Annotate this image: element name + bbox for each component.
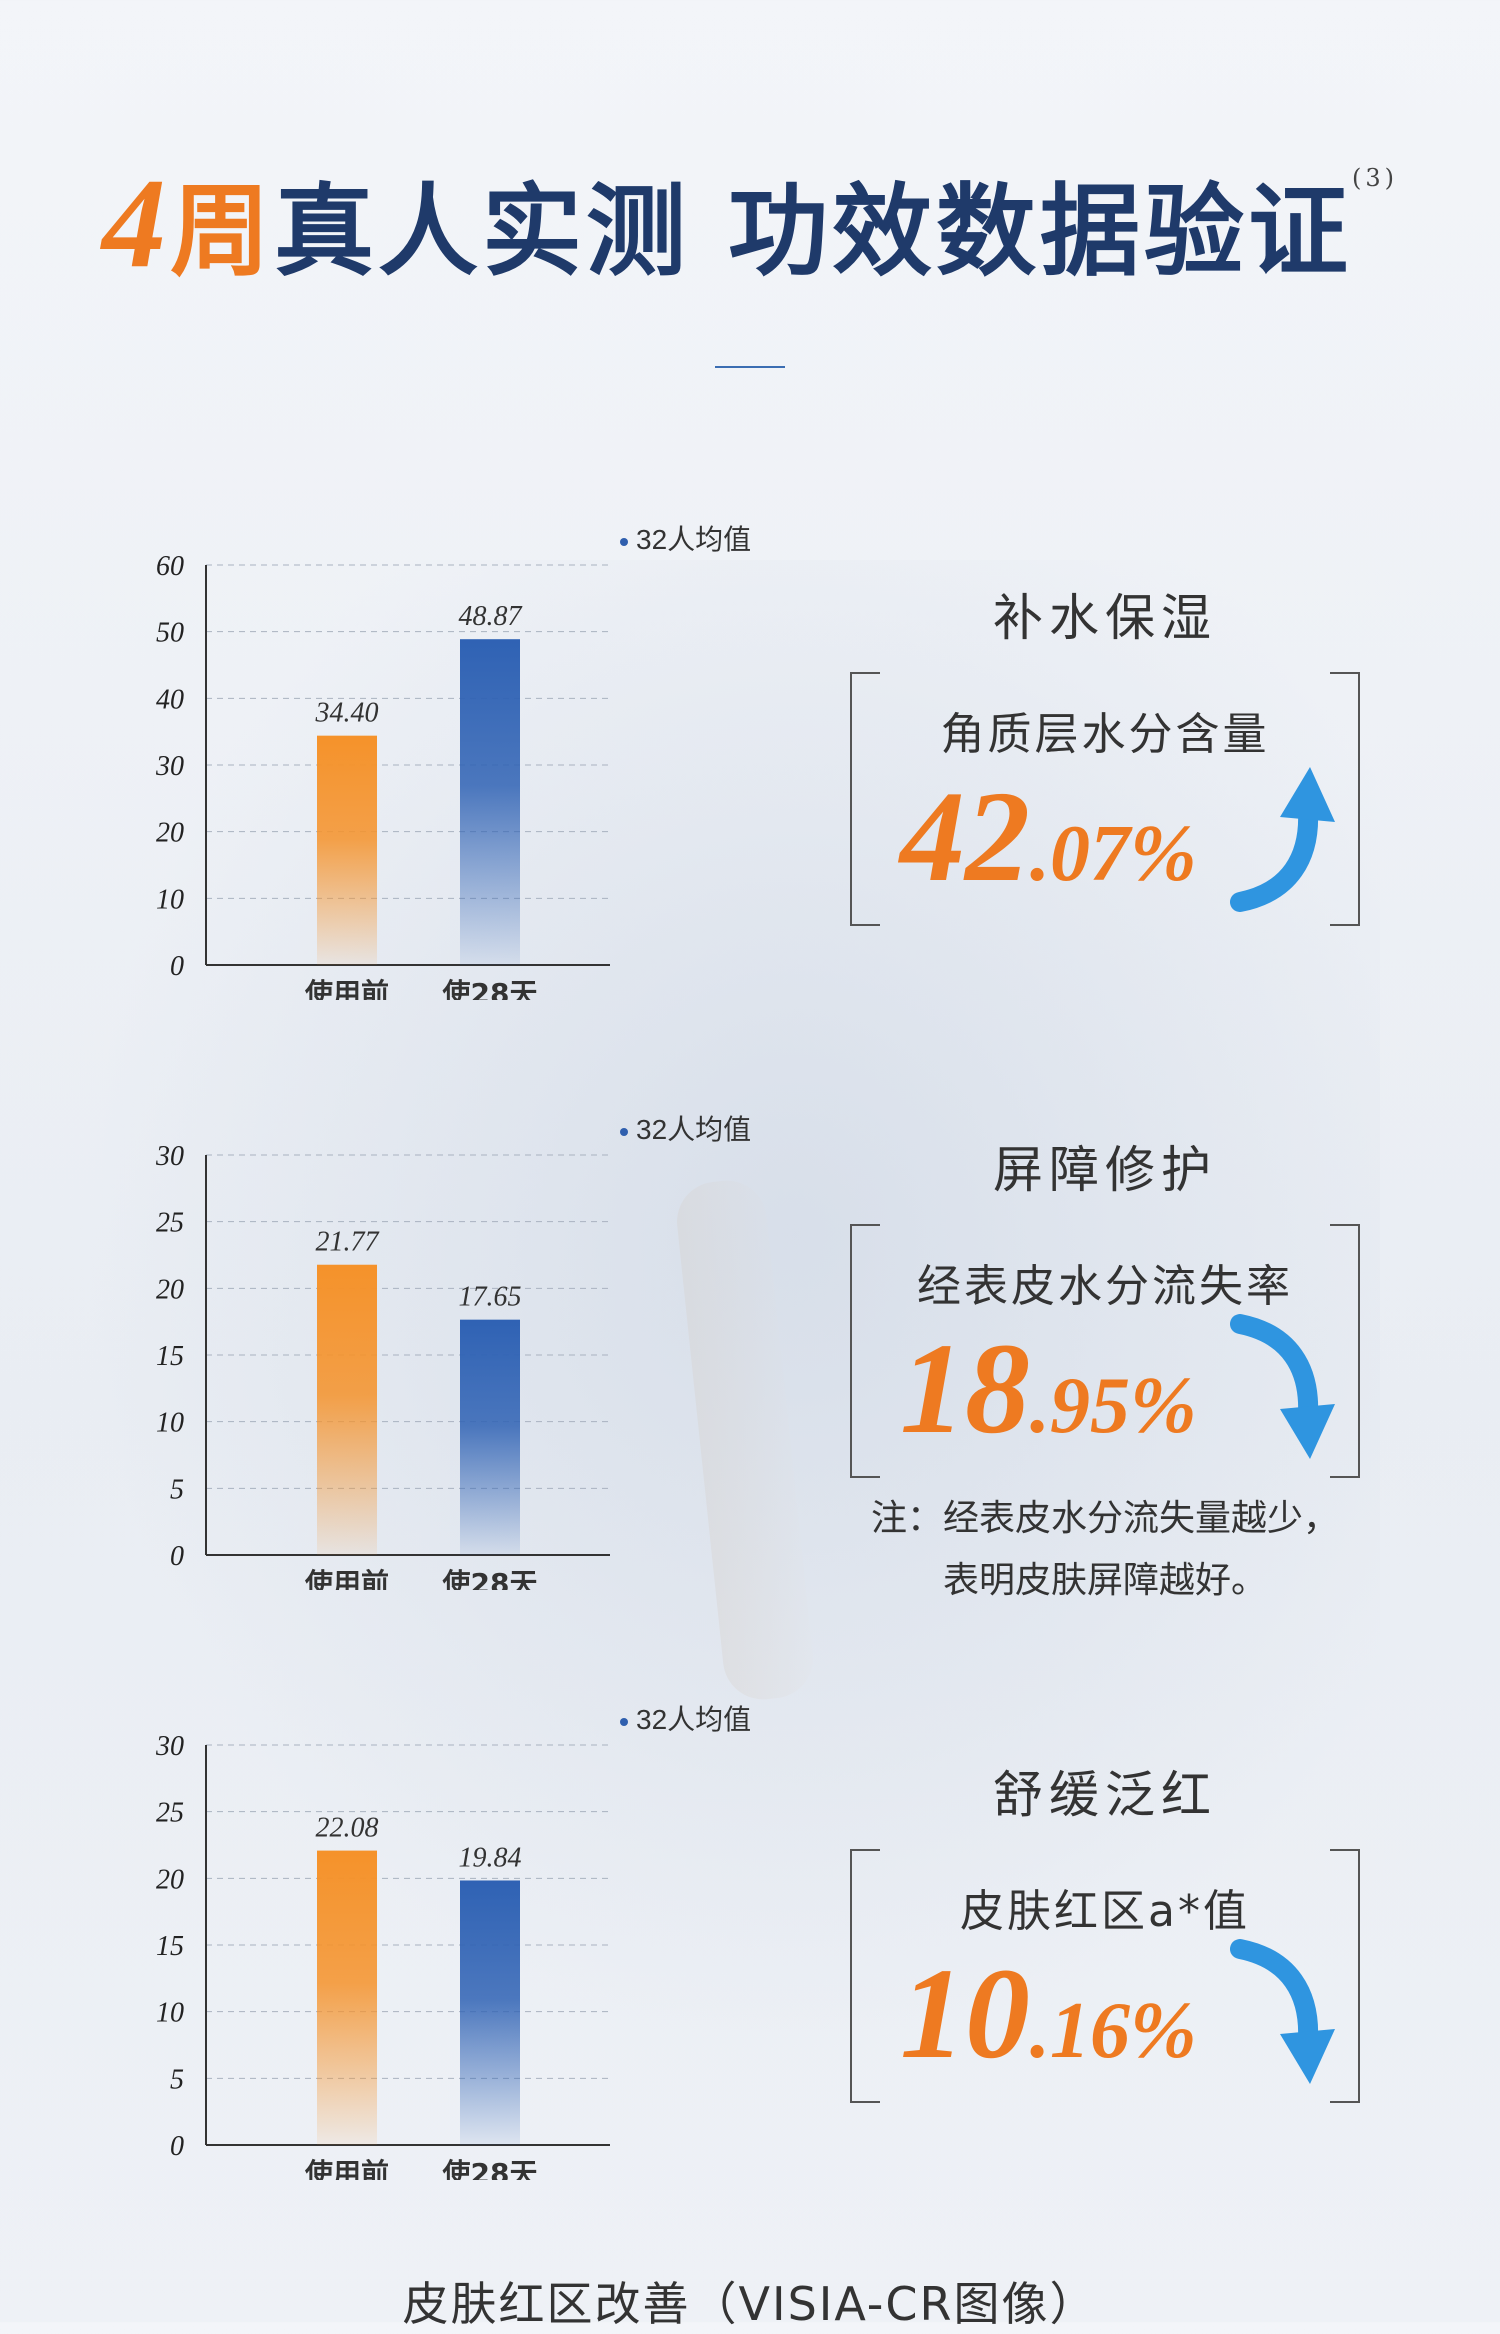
bar-before [317, 1850, 377, 2145]
page-title: 4周真人实测 功效数据验证(3) [0, 150, 1500, 297]
legend-dot-icon [620, 1127, 628, 1136]
panel-heading: 补水保湿 [993, 589, 1217, 647]
y-tick-label: 10 [156, 1408, 184, 1439]
value-integer: 10 [900, 1942, 1030, 2086]
bar-after [460, 639, 520, 965]
title-part2: 功效数据验证 [728, 172, 1352, 290]
y-tick-label: 15 [156, 1341, 184, 1372]
x-category-label: 使用前 [304, 977, 389, 1000]
y-tick-label: 5 [170, 1474, 184, 1505]
bracket-left [850, 1224, 880, 1478]
bar-after [460, 1319, 520, 1555]
title-number: 4 [102, 152, 170, 294]
value-integer: 18 [900, 1317, 1030, 1461]
bracket-left [850, 672, 880, 926]
panel-label: 皮肤红区a*值 [960, 1886, 1250, 1937]
panel-redness: 舒缓泛红 皮肤红区a*值 10.16% [850, 1755, 1360, 2103]
legend-dot-icon [620, 537, 628, 546]
value-decimal: .07% [1030, 810, 1197, 898]
legend-label: 32人均值 [636, 524, 752, 555]
bar-before [317, 735, 377, 965]
y-tick-label: 20 [156, 1274, 184, 1305]
chart-legend: 32人均值 [620, 1108, 751, 1148]
value-decimal: .95% [1030, 1362, 1197, 1450]
y-tick-label: 30 [155, 1731, 184, 1762]
panel-box: 角质层水分含量 42.07% [850, 672, 1360, 926]
panel-value: 42.07% [900, 772, 1197, 919]
panel-note: 注：经表皮水分流失量越少， 表明皮肤屏障越好。 [850, 1488, 1360, 1612]
y-tick-label: 0 [170, 1541, 184, 1572]
chart-legend: 32人均值 [620, 1698, 751, 1738]
panel-box: 皮肤红区a*值 10.16% [850, 1849, 1360, 2103]
bracket-right [1330, 1849, 1360, 2103]
y-tick-label: 0 [170, 2131, 184, 2162]
bar-value-label: 34.40 [315, 698, 379, 729]
y-tick-label: 15 [156, 1931, 184, 1962]
chart-hydration: 0 10 20 30 40 50 60 34.40 使用前 48.87 使28天 32人均值 [100, 520, 780, 1000]
arrow-down-icon [1230, 1314, 1335, 1459]
chart-svg: 0 5 10 15 20 25 30 21.77 使用前 17.65 使28天 [155, 1141, 610, 1590]
bar-after [460, 1880, 520, 2145]
panel-value: 10.16% [900, 1949, 1197, 2096]
bracket-right [1330, 1224, 1360, 1478]
y-tick-label: 20 [156, 1864, 184, 1895]
panel-value: 18.95% [900, 1324, 1197, 1471]
chart-legend: 32人均值 [620, 518, 751, 558]
title-week: 周 [170, 172, 274, 290]
chart-redness: 0 5 10 15 20 25 30 22.08 使用前 19.84 使28天 32人均值 [100, 1700, 780, 2180]
y-tick-label: 20 [156, 818, 184, 849]
value-integer: 42 [900, 765, 1030, 909]
chart-svg: 0 10 20 30 40 50 60 34.40 使用前 48.87 使28天 [155, 551, 610, 1000]
title-reference: (3) [1352, 164, 1398, 192]
bar-before [317, 1264, 377, 1555]
x-category-label: 使用前 [304, 1567, 389, 1590]
title-part1: 真人实测 [274, 172, 690, 290]
y-tick-label: 60 [156, 551, 184, 582]
legend-dot-icon [620, 1717, 628, 1726]
x-category-label: 使28天 [442, 2157, 538, 2180]
legend-label: 32人均值 [636, 1704, 752, 1735]
bracket-right [1330, 672, 1360, 926]
note-line: 注：经表皮水分流失量越少， [870, 1498, 1339, 1539]
panel-hydration: 补水保湿 角质层水分含量 42.07% [850, 578, 1360, 926]
y-tick-label: 25 [156, 1208, 184, 1239]
x-category-label: 使用前 [304, 2157, 389, 2180]
value-decimal: .16% [1030, 1987, 1197, 2075]
panel-label: 经表皮水分流失率 [917, 1261, 1293, 1312]
panel-heading: 屏障修护 [993, 1141, 1217, 1199]
y-tick-label: 0 [170, 951, 184, 982]
y-tick-label: 25 [156, 1798, 184, 1829]
note-line: 表明皮肤屏障越好。 [942, 1560, 1267, 1601]
panel-box: 经表皮水分流失率 18.95% [850, 1224, 1360, 1478]
y-tick-label: 30 [155, 751, 184, 782]
arrow-up-icon [1230, 767, 1335, 912]
bar-value-label: 17.65 [459, 1282, 522, 1313]
chart-svg: 0 5 10 15 20 25 30 22.08 使用前 19.84 使28天 [155, 1731, 610, 2180]
panel-label: 角质层水分含量 [940, 709, 1270, 760]
y-tick-label: 5 [170, 2064, 184, 2095]
footer-caption: 皮肤红区改善（VISIA-CR图像） [402, 2277, 1098, 2331]
y-tick-label: 50 [156, 618, 184, 649]
background-glow [80, 560, 1380, 2060]
arrow-down-icon [1230, 1939, 1335, 2084]
y-tick-label: 40 [156, 684, 184, 715]
legend-label: 32人均值 [636, 1114, 752, 1145]
title-divider [715, 366, 785, 368]
bar-value-label: 22.08 [316, 1813, 379, 1844]
x-category-label: 使28天 [442, 977, 538, 1000]
panel-barrier: 屏障修护 经表皮水分流失率 18.95% 注：经表皮水分流失量越少， 表明皮肤屏… [850, 1130, 1360, 1612]
bar-value-label: 19.84 [459, 1842, 522, 1873]
panel-heading: 舒缓泛红 [993, 1766, 1217, 1824]
y-tick-label: 30 [155, 1141, 184, 1172]
chart-barrier: 0 5 10 15 20 25 30 21.77 使用前 17.65 使28天 32人均值 [100, 1110, 780, 1590]
bar-value-label: 48.87 [459, 601, 523, 632]
bracket-left [850, 1849, 880, 2103]
y-tick-label: 10 [156, 1998, 184, 2029]
y-tick-label: 10 [156, 884, 184, 915]
bar-value-label: 21.77 [316, 1227, 380, 1258]
x-category-label: 使28天 [442, 1567, 538, 1590]
